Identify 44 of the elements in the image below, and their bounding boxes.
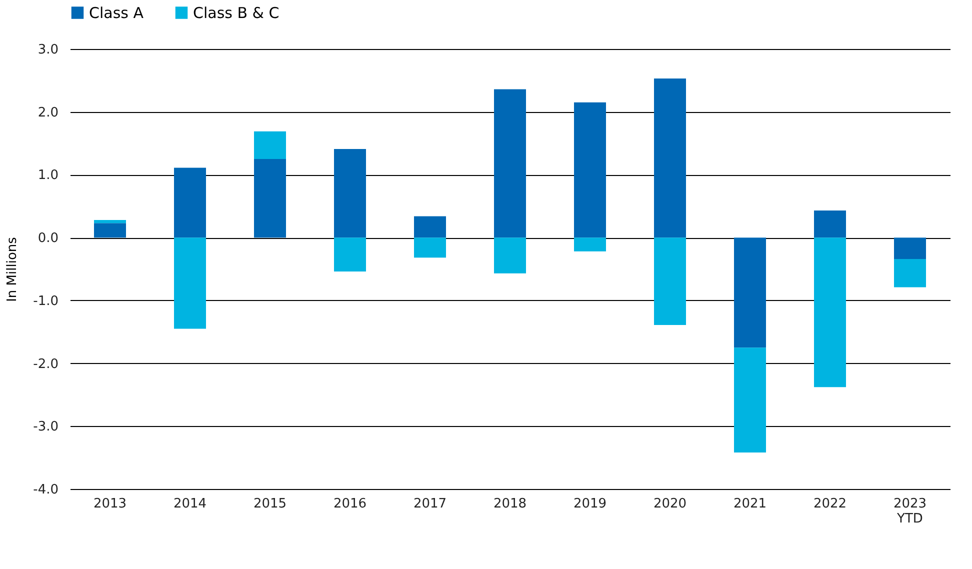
y-tick-label: -2.0 [33, 356, 58, 372]
bar [494, 89, 526, 238]
bar [734, 238, 766, 348]
y-tick-label: -3.0 [33, 420, 58, 435]
bar [574, 102, 606, 238]
x-tick-label: 2020 [653, 496, 687, 512]
bar [734, 348, 766, 453]
bar [254, 159, 286, 238]
bar [814, 210, 846, 238]
x-tick-label: 2023 YTD [893, 496, 927, 526]
bar [334, 148, 366, 238]
bar [654, 78, 686, 238]
x-tick-label: 2021 [733, 496, 767, 512]
bar [414, 216, 446, 238]
x-tick-label: 2019 [573, 496, 607, 512]
bar [494, 238, 526, 274]
x-tick-label: 2014 [173, 496, 207, 512]
bar [174, 238, 206, 329]
bar [254, 131, 286, 159]
x-tick-label: 2013 [93, 496, 127, 512]
bar [174, 168, 206, 238]
y-tick-label: -1.0 [33, 294, 58, 309]
y-tick-label: 1.0 [38, 168, 58, 184]
x-tick-label: 2016 [333, 496, 367, 512]
y-axis-title: In Millions [5, 236, 20, 302]
bar [334, 238, 366, 272]
legend-label: Class B & C [193, 4, 280, 22]
y-tick-label: 2.0 [38, 105, 58, 120]
bar [654, 238, 686, 325]
bar [894, 258, 926, 288]
bar [94, 223, 126, 238]
bar [574, 238, 606, 252]
bar [814, 238, 846, 388]
bar [94, 220, 126, 224]
x-tick-label: 2017 [413, 496, 447, 512]
y-tick-label: 3.0 [38, 42, 58, 58]
x-tick-label: 2015 [253, 496, 287, 512]
bar [414, 238, 446, 258]
bar [894, 238, 926, 259]
x-tick-label: 2018 [493, 496, 527, 512]
legend-label: Class A [89, 4, 144, 22]
x-tick-label: 2022 [813, 496, 847, 512]
y-tick-label: -4.0 [33, 482, 58, 498]
y-tick-label: 0.0 [38, 231, 58, 246]
